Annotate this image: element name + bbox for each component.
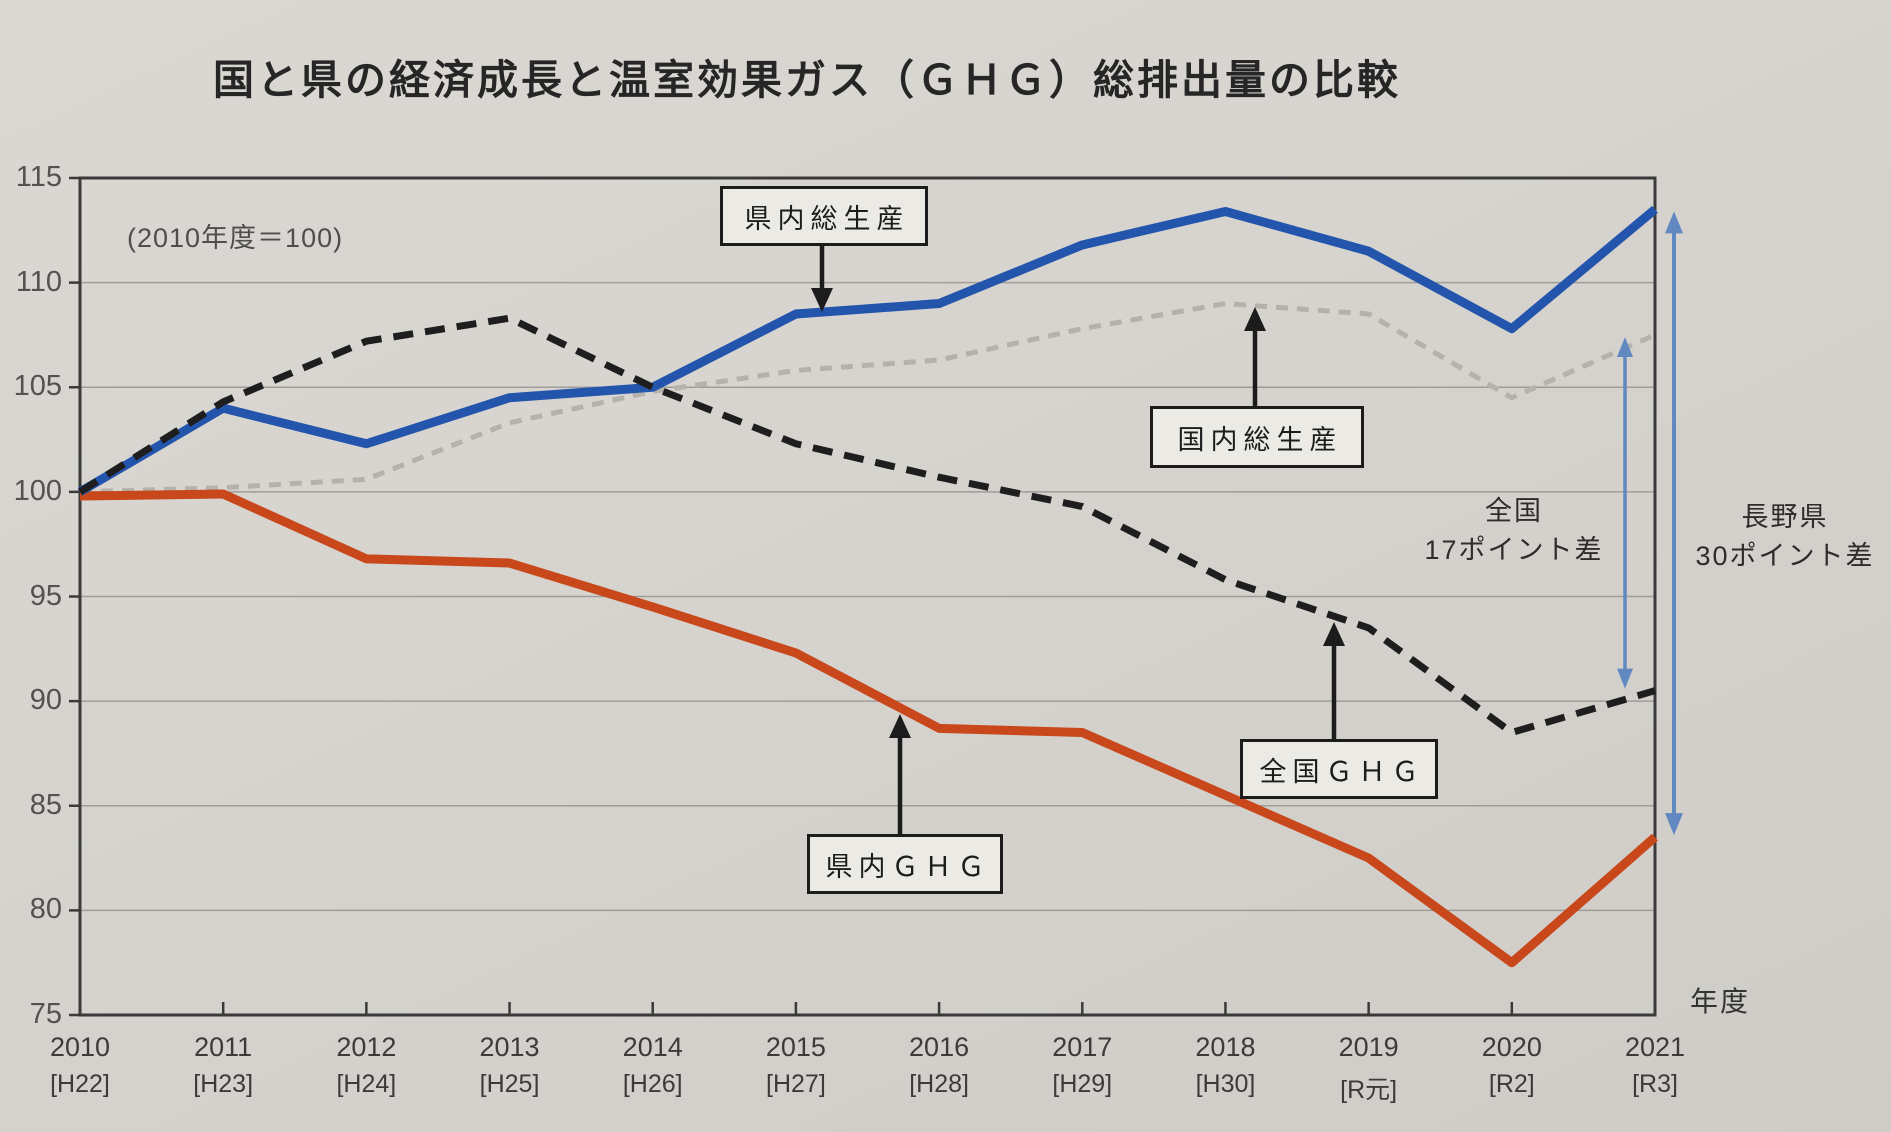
x-tick-label: 2021 [R3]: [1583, 1032, 1727, 1099]
x-tick-year: 2010: [49, 1032, 111, 1062]
gap-annotation-nagano: 長野県 30ポイント差: [1682, 498, 1888, 576]
y-tick-label: 110: [15, 265, 62, 298]
x-tick-label: 2017 [H29]: [1010, 1032, 1154, 1099]
y-tick-label: 85: [29, 788, 62, 821]
x-tick-era: [H23]: [193, 1070, 254, 1098]
x-tick-era: [H22]: [50, 1070, 110, 1098]
y-tick-label: 100: [13, 474, 62, 507]
callout-pref-gdp: 県内総生産: [720, 186, 928, 246]
x-tick-era: [H25]: [479, 1070, 540, 1098]
y-tick-label: 75: [29, 998, 62, 1030]
y-tick-label: 115: [15, 161, 62, 193]
gap-annotation-national: 全国 17ポイント差: [1408, 492, 1620, 570]
x-tick-year: 2015: [765, 1032, 826, 1062]
chart-title: 国と県の経済成長と温室効果ガス（ＧＨＧ）総排出量の比較: [213, 57, 1401, 103]
x-axis-unit-label: 年度: [1690, 986, 1751, 1017]
gap-nagano-points: 30ポイント差: [1695, 541, 1875, 571]
gap-national-points: 17ポイント差: [1424, 535, 1604, 565]
gap-national-region: 全国: [1485, 496, 1543, 526]
y-tick-label: 105: [13, 370, 62, 403]
x-tick-label: 2010 [H22]: [8, 1032, 152, 1099]
x-tick-era: [R2]: [1488, 1070, 1535, 1098]
x-tick-year: 2014: [622, 1032, 683, 1062]
index-base-note: (2010年度＝100): [127, 223, 344, 253]
y-tick-label: 80: [29, 893, 62, 926]
x-tick-label: 2019 [R元]: [1297, 1032, 1441, 1106]
x-tick-label: 2015 [H27]: [724, 1032, 868, 1099]
x-tick-year: 2012: [336, 1032, 397, 1062]
x-tick-year: 2021: [1624, 1032, 1686, 1062]
y-tick-label: 90: [29, 684, 62, 717]
x-tick-era: [R3]: [1632, 1070, 1678, 1098]
x-tick-year: 2013: [479, 1032, 540, 1062]
x-tick-label: 2020 [R2]: [1440, 1032, 1584, 1099]
x-tick-era: [R元]: [1340, 1076, 1398, 1104]
x-tick-era: [H29]: [1052, 1070, 1113, 1098]
x-tick-year: 2018: [1195, 1032, 1256, 1062]
x-tick-label: 2012 [H24]: [294, 1032, 438, 1099]
x-tick-year: 2019: [1338, 1032, 1399, 1062]
callout-pref-ghg: 県内ＧＨＧ: [807, 834, 1003, 894]
x-tick-label: 2018 [H30]: [1153, 1032, 1297, 1099]
x-tick-year: 2017: [1052, 1032, 1113, 1062]
x-tick-year: 2016: [909, 1032, 970, 1062]
x-tick-era: [H24]: [336, 1070, 397, 1098]
gap-nagano-region: 長野県: [1741, 502, 1829, 532]
x-tick-label: 2013 [H25]: [438, 1032, 582, 1099]
callout-national-gdp: 国内総生産: [1150, 406, 1364, 468]
x-tick-era: [H30]: [1195, 1070, 1256, 1098]
x-tick-era: [H26]: [622, 1070, 683, 1098]
x-tick-label: 2014 [H26]: [581, 1032, 725, 1099]
y-tick-label: 95: [29, 579, 62, 612]
x-tick-year: 2011: [194, 1032, 253, 1062]
x-tick-era: [H28]: [909, 1070, 969, 1098]
x-tick-label: 2011 [H23]: [151, 1032, 295, 1099]
x-tick-label: 2016 [H28]: [867, 1032, 1011, 1099]
x-tick-era: [H27]: [766, 1070, 826, 1098]
x-tick-year: 2020: [1481, 1032, 1542, 1062]
callout-national-ghg: 全国ＧＨＧ: [1240, 739, 1438, 799]
